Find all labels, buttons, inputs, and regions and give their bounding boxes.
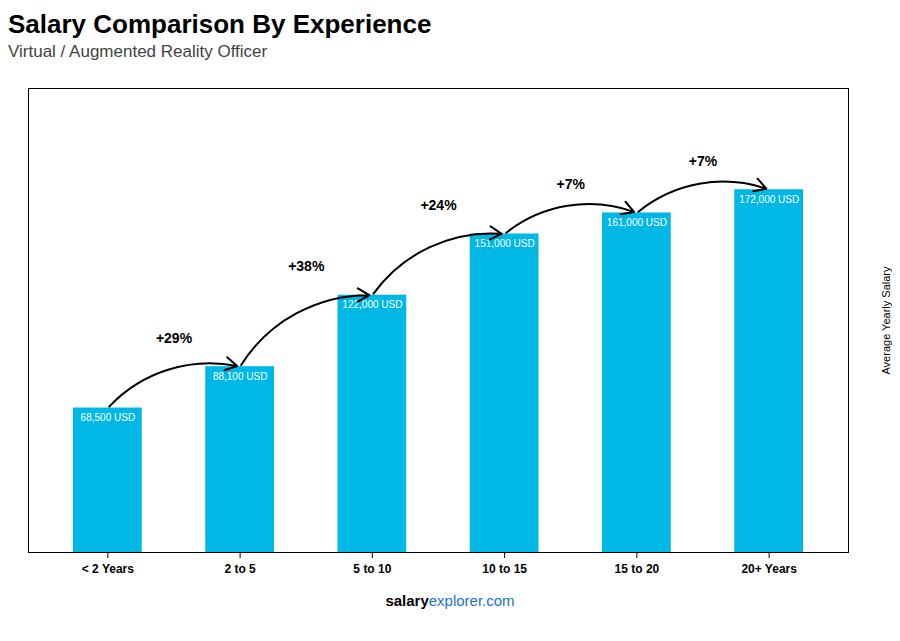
svg-text:Average Yearly Salary: Average Yearly Salary	[880, 266, 892, 375]
html-text:Salary Comparison By Experienc: Salary Comparison By Experience	[8, 9, 432, 39]
svg-text:+38%: +38%	[288, 258, 325, 274]
svg-text:< 2 Years: < 2 Years	[82, 562, 134, 576]
svg-text:+29%: +29%	[156, 330, 193, 346]
svg-text:+24%: +24%	[420, 197, 457, 213]
svg-text:2 to 5: 2 to 5	[224, 562, 256, 576]
svg-text:88,100 USD: 88,100 USD	[213, 371, 267, 382]
svg-text:+7%: +7%	[557, 176, 586, 192]
html-text:Virtual / Augmented Reality Of: Virtual / Augmented Reality Officer	[8, 42, 268, 61]
svg-text:172,000 USD: 172,000 USD	[739, 194, 799, 205]
svg-text:15 to 20: 15 to 20	[615, 562, 660, 576]
svg-text:5 to 10: 5 to 10	[353, 562, 391, 576]
html-text:salary explorer.com: salary explorer.com	[385, 592, 515, 609]
svg-text:10 to 15: 10 to 15	[482, 562, 527, 576]
svg-text:161,000 USD: 161,000 USD	[607, 217, 667, 228]
svg-text:+7%: +7%	[689, 153, 718, 169]
svg-text:68,500 USD: 68,500 USD	[81, 412, 135, 423]
svg-text:151,000 USD: 151,000 USD	[475, 238, 535, 249]
svg-text:20+ Years: 20+ Years	[741, 562, 797, 576]
svg-text:122,000 USD: 122,000 USD	[342, 299, 402, 310]
